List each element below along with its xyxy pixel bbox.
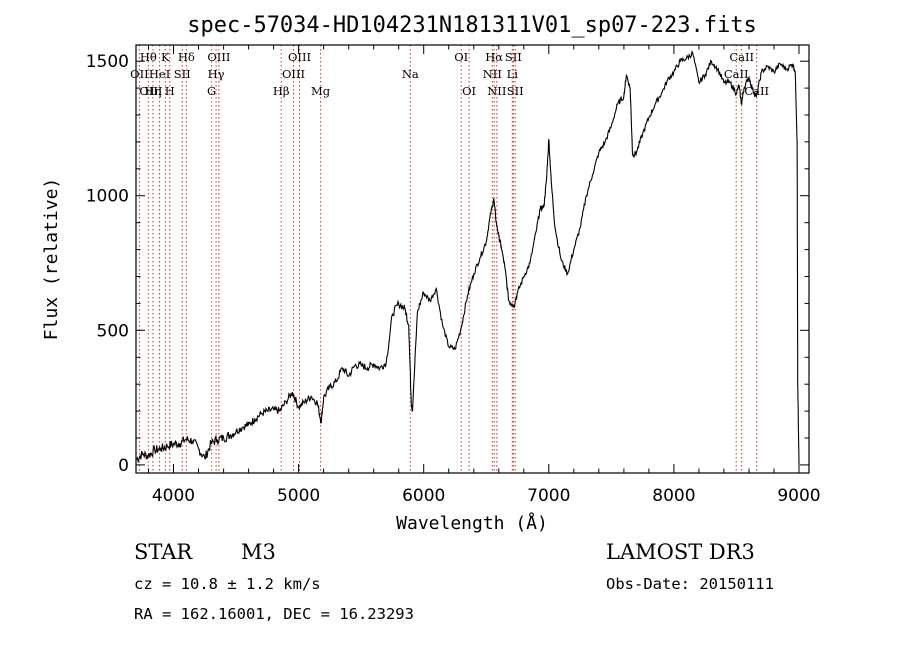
line-label-1: OII <box>130 67 149 81</box>
line-label-22: Li <box>507 67 519 81</box>
line-marker-group <box>138 45 758 473</box>
x-tick-label-7000: 7000 <box>527 486 570 506</box>
x-tick-label-8000: 8000 <box>652 486 695 506</box>
y-tick-label-0: 0 <box>118 456 129 476</box>
line-label-23: NII <box>487 84 506 98</box>
line-label-7: SII <box>174 67 191 81</box>
line-label-15: Mg <box>311 84 331 98</box>
line-label-10: Hγ <box>208 67 225 81</box>
line-label-20: SII <box>505 50 522 64</box>
x-tick-label-4000: 4000 <box>152 486 195 506</box>
line-label-12: Hβ <box>273 84 290 98</box>
line-label-2: OIII <box>139 84 162 98</box>
line-label-18: OI <box>462 84 476 98</box>
redshift-value: cz = 10.8 ± 1.2 km/s <box>134 575 321 593</box>
line-label-8: Hδ <box>178 50 195 64</box>
line-label-21: NII <box>483 67 502 81</box>
line-label-13: OIII <box>288 50 311 64</box>
x-axis-ticks: 4000 5000 6000 7000 8000 9000 <box>148 45 821 506</box>
line-label-9: OIII <box>207 50 230 64</box>
object-class: STAR <box>134 540 193 564</box>
y-tick-label-1500: 1500 <box>86 52 129 72</box>
observation-date: Obs-Date: 20150111 <box>606 575 774 593</box>
line-label-6: H <box>165 84 175 98</box>
y-axis-ticks: 0 500 1000 1500 <box>86 52 809 476</box>
line-label-17: OI <box>454 50 468 64</box>
flux-series-line <box>135 49 800 465</box>
line-label-16: Na <box>402 67 419 81</box>
x-tick-label-6000: 6000 <box>402 486 445 506</box>
chart-title: spec-57034-HD104231N181311V01_sp07-223.f… <box>187 13 757 38</box>
line-label-group: Hθ OII OIII K HeI Hη H SII Hδ OIII Hγ G Hβ OIII OIII Mg… <box>130 50 769 98</box>
survey-name: LAMOST DR3 <box>606 540 755 564</box>
plot-frame <box>135 44 810 474</box>
line-label-0: Hθ <box>140 50 157 64</box>
x-tick-label-5000: 5000 <box>277 486 320 506</box>
line-label-4: HeI <box>149 67 170 81</box>
line-label-19: Hα <box>485 50 503 64</box>
line-label-26: CaII <box>724 67 749 81</box>
line-label-14: OIII <box>282 67 305 81</box>
line-label-3: K <box>161 50 170 64</box>
x-tick-label-9000: 9000 <box>777 486 820 506</box>
x-axis-label: Wavelength (Å) <box>396 512 548 534</box>
line-label-11: G <box>207 84 216 98</box>
line-label-25: CaII <box>729 50 754 64</box>
line-label-5: Hη <box>144 84 161 98</box>
line-label-24: SII <box>507 84 524 98</box>
y-tick-label-1000: 1000 <box>86 187 129 207</box>
y-tick-label-500: 500 <box>97 321 129 341</box>
y-axis-label: Flux (relative) <box>41 178 62 341</box>
coordinates: RA = 162.16001, DEC = 16.23293 <box>134 605 414 623</box>
object-subclass: M3 <box>241 540 276 564</box>
